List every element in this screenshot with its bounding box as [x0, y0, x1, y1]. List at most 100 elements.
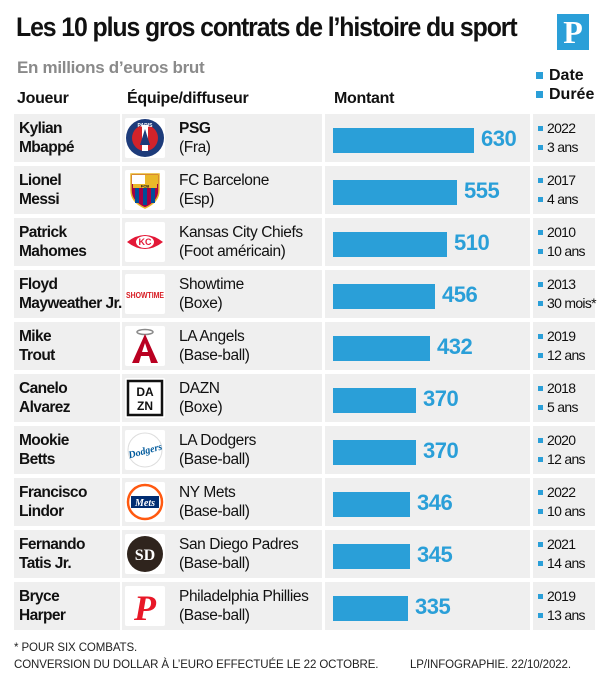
cell-background	[14, 426, 120, 474]
square-bullet-icon	[538, 282, 543, 287]
data-label: 370	[423, 438, 459, 463]
player-name-line: Tatis Jr.	[19, 555, 72, 572]
square-bullet-icon	[538, 230, 543, 235]
date-duration: 2019 13 ans	[538, 587, 598, 625]
player-name-line: Lionel	[19, 172, 62, 189]
psg-logo-icon: PARIS	[125, 118, 165, 158]
contract-duration-value: 12 ans	[547, 347, 586, 363]
player-name-line: Harper	[19, 607, 66, 624]
date-duration: 2020 12 ans	[538, 431, 598, 469]
table-row: Floyd Mayweather Jr. SHOWTIME Showtime (Boxe…	[0, 270, 601, 318]
bar	[333, 180, 457, 205]
square-bullet-icon	[538, 613, 543, 618]
square-bullet-icon	[538, 334, 543, 339]
angels-logo-icon-graphic	[132, 328, 158, 363]
player-name-line: Mookie	[19, 432, 69, 449]
bar	[333, 284, 435, 309]
team-name-line: Showtime	[179, 276, 244, 293]
team-name-line: Kansas City Chiefs	[179, 224, 303, 241]
cell-background	[14, 270, 120, 318]
player-name: Mike Trout	[19, 327, 119, 365]
cell-background	[14, 218, 120, 266]
cell-background	[533, 166, 595, 214]
cell-background	[533, 374, 595, 422]
date-duration: 2019 12 ans	[538, 327, 598, 365]
dodgers-logo-icon: Dodgers	[125, 430, 165, 470]
cell-background	[533, 322, 595, 370]
contract-date: 2022	[538, 483, 598, 502]
bar	[333, 440, 416, 465]
square-bullet-icon	[538, 457, 543, 462]
square-bullet-icon	[538, 178, 543, 183]
svg-text:PARIS: PARIS	[138, 123, 154, 129]
contract-date: 2019	[538, 327, 598, 346]
column-header-amount: Montant	[334, 90, 395, 107]
player-name-line: Fernando	[19, 536, 85, 553]
contract-duration: 12 ans	[538, 346, 598, 365]
le-parisien-logo-icon: P	[557, 14, 589, 50]
contract-date-value: 2019	[547, 588, 576, 604]
dodgers-logo-icon-graphic: Dodgers	[126, 432, 164, 468]
square-bullet-icon	[538, 509, 543, 514]
contract-date: 2020	[538, 431, 598, 450]
contract-duration-value: 30 mois*	[547, 295, 597, 311]
player-name-line: Lindor	[19, 503, 64, 520]
legend-date: Date	[536, 66, 594, 85]
team-name: Philadelphia Phillies (Base-ball)	[179, 587, 324, 625]
contract-duration-value: 3 ans	[547, 139, 578, 155]
contract-duration: 30 mois*	[538, 294, 598, 313]
contract-date-value: 2019	[547, 328, 576, 344]
table-row: Patrick Mahomes KC Kansas City Chiefs (Foot …	[0, 218, 601, 266]
svg-text:SHOWTIME: SHOWTIME	[126, 291, 165, 300]
contract-date: 2010	[538, 223, 598, 242]
team-category: (Fra)	[179, 139, 211, 156]
team-category: (Boxe)	[179, 295, 223, 312]
data-label: 510	[454, 230, 490, 255]
contract-date: 2019	[538, 587, 598, 606]
team-name-line: Philadelphia Phillies	[179, 588, 309, 605]
showtime-logo-icon-graphic: SHOWTIME	[126, 291, 165, 300]
phillies-logo-icon-graphic: P	[133, 588, 157, 626]
bar	[333, 336, 430, 361]
date-duration: 2010 10 ans	[538, 223, 598, 261]
footnote: * POUR SIX COMBATS.	[14, 642, 138, 654]
player-name: Francisco Lindor	[19, 483, 119, 521]
team-category: (Base-ball)	[179, 347, 250, 364]
square-bullet-icon	[538, 353, 543, 358]
contract-duration-value: 5 ans	[547, 399, 578, 415]
data-label: 345	[417, 542, 453, 567]
showtime-logo-icon: SHOWTIME	[125, 274, 165, 314]
date-duration: 2018 5 ans	[538, 379, 598, 417]
square-bullet-icon	[538, 594, 543, 599]
date-duration: 2017 4 ans	[538, 171, 598, 209]
contract-date: 2022	[538, 119, 598, 138]
team-name-line: NY Mets	[179, 484, 236, 501]
date-duration: 2013 30 mois*	[538, 275, 598, 313]
barcelona-logo-icon-graphic: FCB	[130, 173, 160, 209]
svg-text:KC: KC	[139, 237, 152, 247]
team-name: PSG (Fra)	[179, 119, 324, 157]
table-row: Mookie Betts Dodgers LA Dodgers (Base-ball) 3…	[0, 426, 601, 474]
contract-duration-value: 10 ans	[547, 503, 586, 519]
contract-duration: 4 ans	[538, 190, 598, 209]
contract-date: 2017	[538, 171, 598, 190]
team-name: Showtime (Boxe)	[179, 275, 324, 313]
square-bullet-icon	[538, 490, 543, 495]
contract-duration-value: 14 ans	[547, 555, 586, 571]
team-name: FC Barcelone (Esp)	[179, 171, 324, 209]
barcelona-logo-icon: FCB	[125, 170, 165, 210]
cell-background	[14, 322, 120, 370]
svg-text:DA: DA	[136, 385, 154, 399]
team-name-line: LA Dodgers	[179, 432, 256, 449]
bar	[333, 388, 416, 413]
contract-duration-value: 10 ans	[547, 243, 586, 259]
cell-background	[533, 530, 595, 578]
cell-background	[533, 582, 595, 630]
data-label: 630	[481, 126, 517, 151]
svg-text:P: P	[133, 588, 157, 626]
table-row: Lionel Messi FCB FC Barcelone (Esp) 555 2017 4 …	[0, 166, 601, 214]
contract-duration: 3 ans	[538, 138, 598, 157]
cell-background	[14, 166, 120, 214]
square-bullet-icon	[538, 386, 543, 391]
data-label: 555	[464, 178, 500, 203]
